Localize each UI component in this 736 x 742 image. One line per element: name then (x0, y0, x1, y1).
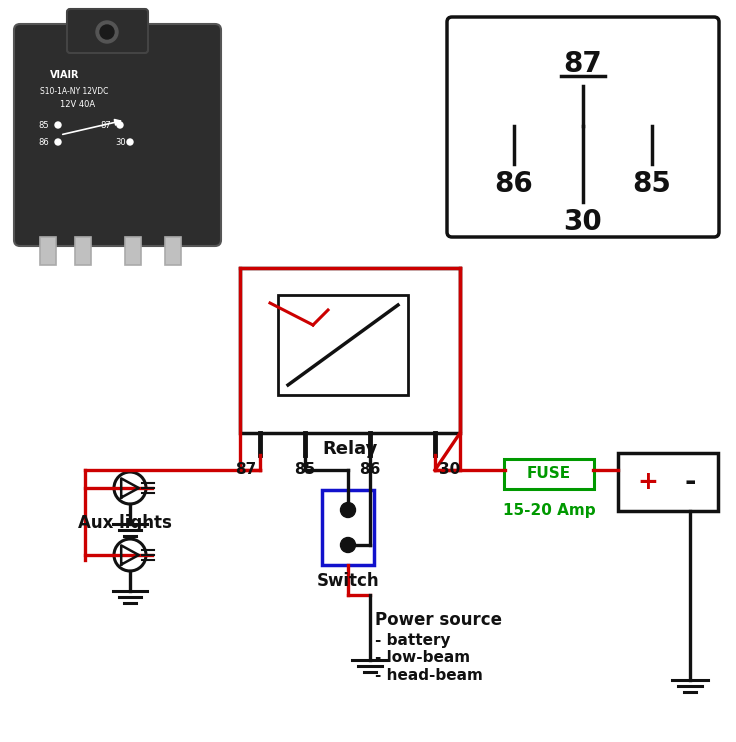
FancyBboxPatch shape (67, 9, 148, 53)
Text: - low-beam: - low-beam (375, 651, 470, 666)
Text: 85: 85 (38, 121, 49, 130)
Text: VIAIR: VIAIR (50, 70, 79, 80)
Text: 86: 86 (495, 170, 534, 198)
Text: Power source: Power source (375, 611, 502, 629)
Circle shape (341, 502, 355, 517)
Circle shape (127, 139, 133, 145)
FancyBboxPatch shape (447, 17, 719, 237)
Circle shape (55, 122, 61, 128)
Text: 12V 40A: 12V 40A (60, 100, 95, 109)
Text: -: - (684, 468, 696, 496)
Text: - battery: - battery (375, 632, 450, 648)
Bar (322, 490, 374, 565)
Circle shape (341, 537, 355, 553)
Text: Aux lights: Aux lights (78, 514, 172, 532)
Circle shape (96, 21, 118, 43)
Text: +: + (637, 470, 659, 494)
FancyBboxPatch shape (14, 24, 221, 246)
Text: S10-1A-NY 12VDC: S10-1A-NY 12VDC (40, 87, 108, 96)
Text: FUSE: FUSE (527, 467, 571, 482)
Text: 30: 30 (439, 462, 460, 476)
Text: 87: 87 (564, 50, 602, 78)
Circle shape (55, 139, 61, 145)
Text: Switch: Switch (316, 572, 379, 590)
Text: 87: 87 (100, 121, 110, 130)
Text: 30: 30 (115, 138, 126, 147)
Text: 85: 85 (294, 462, 316, 476)
Bar (165, 237, 181, 265)
FancyBboxPatch shape (504, 459, 594, 489)
Bar (240, 268, 460, 433)
Text: 30: 30 (564, 208, 602, 236)
Text: 86: 86 (38, 138, 49, 147)
Bar (618, 453, 718, 511)
Text: 15-20 Amp: 15-20 Amp (503, 502, 595, 517)
Bar (278, 295, 408, 395)
Text: 85: 85 (632, 170, 671, 198)
Text: - head-beam: - head-beam (375, 669, 483, 683)
Circle shape (100, 25, 114, 39)
Text: Relay: Relay (322, 440, 378, 458)
Bar (40, 237, 56, 265)
Bar (125, 237, 141, 265)
Circle shape (117, 122, 123, 128)
Bar (75, 237, 91, 265)
Text: 87: 87 (235, 462, 256, 476)
Text: 86: 86 (359, 462, 381, 476)
